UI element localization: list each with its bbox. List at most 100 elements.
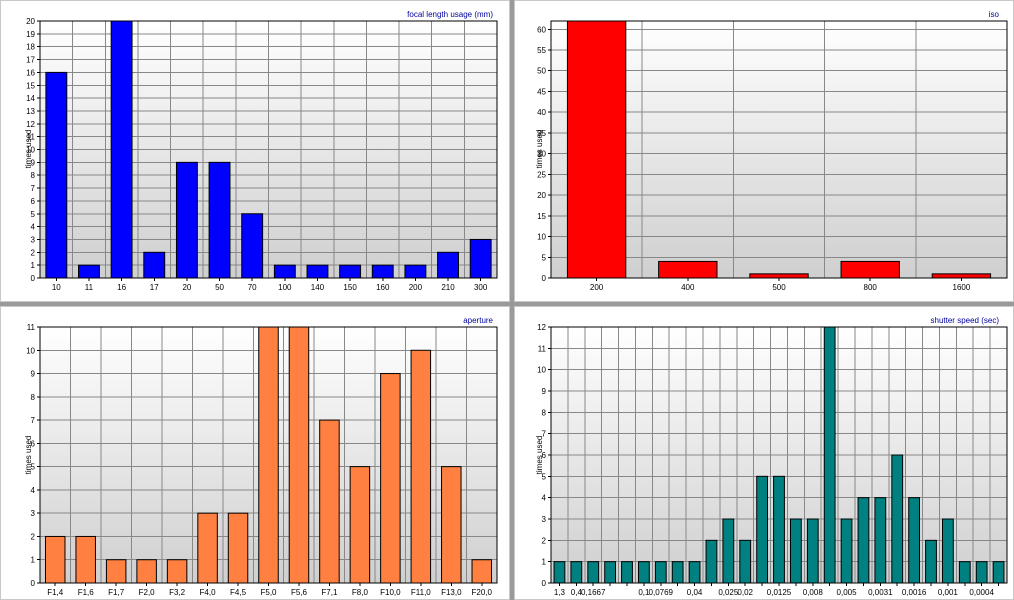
- x-tick-label: F2,0: [139, 588, 156, 597]
- bar-iso-2[interactable]: [749, 273, 809, 279]
- bar-focal-11[interactable]: [404, 264, 427, 279]
- y-grid: [39, 20, 498, 279]
- y-tick-label: 2: [31, 248, 36, 257]
- y-tick-label: 11: [27, 133, 36, 142]
- bar-focal-0[interactable]: [45, 71, 68, 279]
- bar-focal-6[interactable]: [241, 213, 264, 279]
- bar-shutter-11[interactable]: [739, 539, 752, 584]
- bar-shutter-16[interactable]: [823, 326, 836, 584]
- bar-shutter-26[interactable]: [992, 561, 1005, 584]
- y-tick-label: 19: [26, 30, 35, 39]
- horizontal-divider[interactable]: [0, 302, 1014, 306]
- bar-focal-7[interactable]: [273, 264, 296, 279]
- bar-iso-0[interactable]: [566, 20, 627, 279]
- x-tick-label: F1,6: [78, 588, 95, 597]
- bar-shutter-0[interactable]: [553, 561, 566, 584]
- y-tick-label: 5: [542, 472, 547, 481]
- plot-frame: [550, 20, 1008, 279]
- bar-shutter-1[interactable]: [570, 561, 583, 584]
- bar-focal-2[interactable]: [110, 20, 133, 279]
- shutter-speed-chart-panel: 0 1 2 3 4 5 6 7 8 9 10 11 12 1,3 0,4 0,1667 0,1 0,0769 0,0…: [514, 306, 1014, 600]
- bar-shutter-6[interactable]: [654, 561, 667, 584]
- bar-focal-4[interactable]: [175, 161, 198, 279]
- y-tick-label: 30: [537, 150, 546, 159]
- y-tick-label: 5: [31, 210, 36, 219]
- bar-aperture-9[interactable]: [319, 419, 340, 584]
- y-tick-label: 16: [26, 68, 35, 77]
- y-tick-label: 2: [31, 532, 36, 541]
- bar-focal-13[interactable]: [469, 238, 492, 279]
- bar-shutter-5[interactable]: [637, 561, 650, 584]
- x-tick-label: 0,0004: [969, 588, 994, 597]
- bar-shutter-25[interactable]: [975, 561, 988, 584]
- bar-aperture-13[interactable]: [441, 466, 462, 584]
- bar-focal-3[interactable]: [143, 251, 166, 279]
- bar-shutter-9[interactable]: [705, 539, 718, 584]
- bar-shutter-14[interactable]: [789, 518, 802, 584]
- y-tick-label: 9: [31, 370, 36, 379]
- bar-aperture-1[interactable]: [75, 535, 96, 584]
- bar-aperture-12[interactable]: [410, 349, 432, 584]
- x-tick-label: F4,5: [230, 588, 247, 597]
- bar-shutter-15[interactable]: [806, 518, 819, 584]
- bar-shutter-8[interactable]: [688, 561, 701, 584]
- bar-aperture-11[interactable]: [380, 373, 401, 584]
- bar-shutter-20[interactable]: [891, 454, 904, 584]
- bar-aperture-2[interactable]: [105, 559, 127, 584]
- x-tick-label: 500: [772, 283, 786, 292]
- bar-shutter-3[interactable]: [604, 561, 617, 584]
- bar-aperture-14[interactable]: [471, 559, 493, 584]
- y-tick-label: 3: [31, 509, 36, 518]
- bar-aperture-3[interactable]: [136, 559, 157, 584]
- bar-focal-8[interactable]: [306, 264, 329, 279]
- bar-aperture-8[interactable]: [288, 326, 310, 584]
- bar-aperture-7[interactable]: [258, 326, 279, 584]
- bar-iso-3[interactable]: [840, 260, 900, 279]
- bar-focal-10[interactable]: [371, 264, 394, 279]
- bars: [44, 326, 493, 584]
- bar-shutter-17[interactable]: [840, 518, 853, 584]
- bar-shutter-24[interactable]: [958, 561, 971, 584]
- bar-aperture-10[interactable]: [349, 466, 371, 584]
- chart-title: aperture: [463, 316, 493, 325]
- y-tick-label: 8: [542, 408, 547, 417]
- bar-shutter-19[interactable]: [874, 497, 887, 584]
- x-axis-ticks: 1,3 0,4 0,1667 0,1 0,0769 0,04 0,025 0,02 0,0125…: [554, 583, 1000, 597]
- x-tick-label: 140: [311, 283, 325, 292]
- bar-shutter-13[interactable]: [773, 475, 785, 584]
- x-tick-label: 200: [409, 283, 423, 292]
- bar-shutter-10[interactable]: [722, 518, 735, 584]
- x-tick-label: F13,0: [441, 588, 462, 597]
- y-tick-label: 1: [31, 556, 36, 565]
- bar-focal-1[interactable]: [78, 264, 100, 279]
- y-tick-label: 40: [537, 108, 546, 117]
- y-tick-label: 10: [537, 366, 546, 375]
- bar-iso-1[interactable]: [658, 260, 718, 279]
- y-tick-label: 55: [537, 46, 546, 55]
- x-tick-label: 200: [590, 283, 604, 292]
- bar-aperture-0[interactable]: [44, 535, 66, 584]
- bar-shutter-12[interactable]: [756, 475, 769, 584]
- bar-focal-5[interactable]: [208, 161, 231, 279]
- bar-shutter-2[interactable]: [587, 561, 600, 584]
- bar-shutter-21[interactable]: [908, 497, 921, 584]
- bar-shutter-4[interactable]: [621, 561, 633, 584]
- y-tick-label: 0: [31, 274, 36, 283]
- plot-frame: [39, 20, 498, 279]
- bar-iso-4[interactable]: [931, 273, 992, 279]
- vertical-divider[interactable]: [510, 0, 514, 600]
- bar-aperture-4[interactable]: [166, 559, 188, 584]
- bar-shutter-18[interactable]: [857, 497, 870, 584]
- bar-shutter-7[interactable]: [671, 561, 684, 584]
- bar-shutter-23[interactable]: [941, 518, 954, 584]
- bar-focal-9[interactable]: [339, 264, 362, 279]
- y-tick-label: 4: [31, 486, 36, 495]
- bar-aperture-5[interactable]: [197, 512, 218, 584]
- x-tick-label: 16: [117, 283, 126, 292]
- bar-shutter-22[interactable]: [925, 539, 937, 584]
- bar-aperture-6[interactable]: [227, 512, 249, 584]
- bar-focal-12[interactable]: [437, 251, 459, 279]
